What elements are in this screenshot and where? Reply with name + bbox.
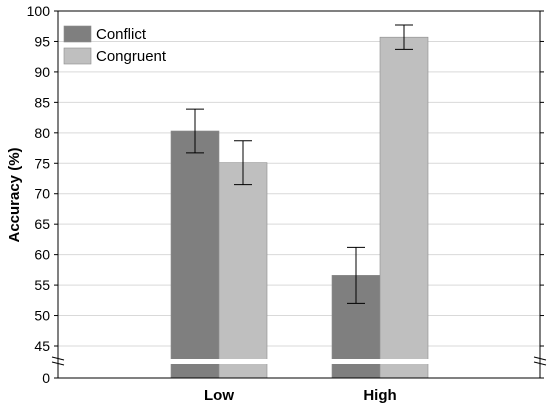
legend-label: Conflict (96, 26, 147, 43)
y-tick-label: 95 (34, 33, 50, 49)
y-tick-label: 65 (34, 216, 50, 232)
y-tick-label: 45 (34, 338, 50, 354)
legend-swatch (63, 47, 92, 65)
y-tick-label: 90 (34, 64, 50, 80)
y-axis-ticks: 0 45 50 55 60 65 70 75 80 85 90 95 100 (27, 3, 544, 386)
legend-label: Congruent (96, 48, 167, 65)
axis-break (51, 356, 547, 366)
grid-lines (58, 40, 540, 347)
y-tick-label: 60 (34, 247, 50, 263)
bar (379, 36, 429, 379)
legend: Conflict Congruent (63, 25, 167, 65)
y-tick-label: 85 (34, 94, 50, 110)
x-category-label: Low (204, 387, 234, 404)
x-axis-labels: Low High (204, 387, 397, 404)
axis-break-band (59, 359, 539, 364)
error-bars (186, 24, 413, 304)
x-category-label: High (363, 387, 396, 404)
legend-swatch (63, 25, 92, 43)
plot-frame (57, 10, 541, 379)
y-axis-label: Accuracy (%) (6, 147, 23, 242)
y-tick-label: 70 (34, 186, 50, 202)
y-tick-label: 100 (27, 3, 51, 19)
bar (218, 162, 268, 379)
bars (170, 36, 429, 379)
y-tick-label: 0 (42, 370, 50, 386)
y-tick-label: 80 (34, 125, 50, 141)
y-tick-label: 55 (34, 277, 50, 293)
y-tick-label: 75 (34, 155, 50, 171)
y-tick-label: 50 (34, 308, 50, 324)
bar (170, 130, 220, 379)
